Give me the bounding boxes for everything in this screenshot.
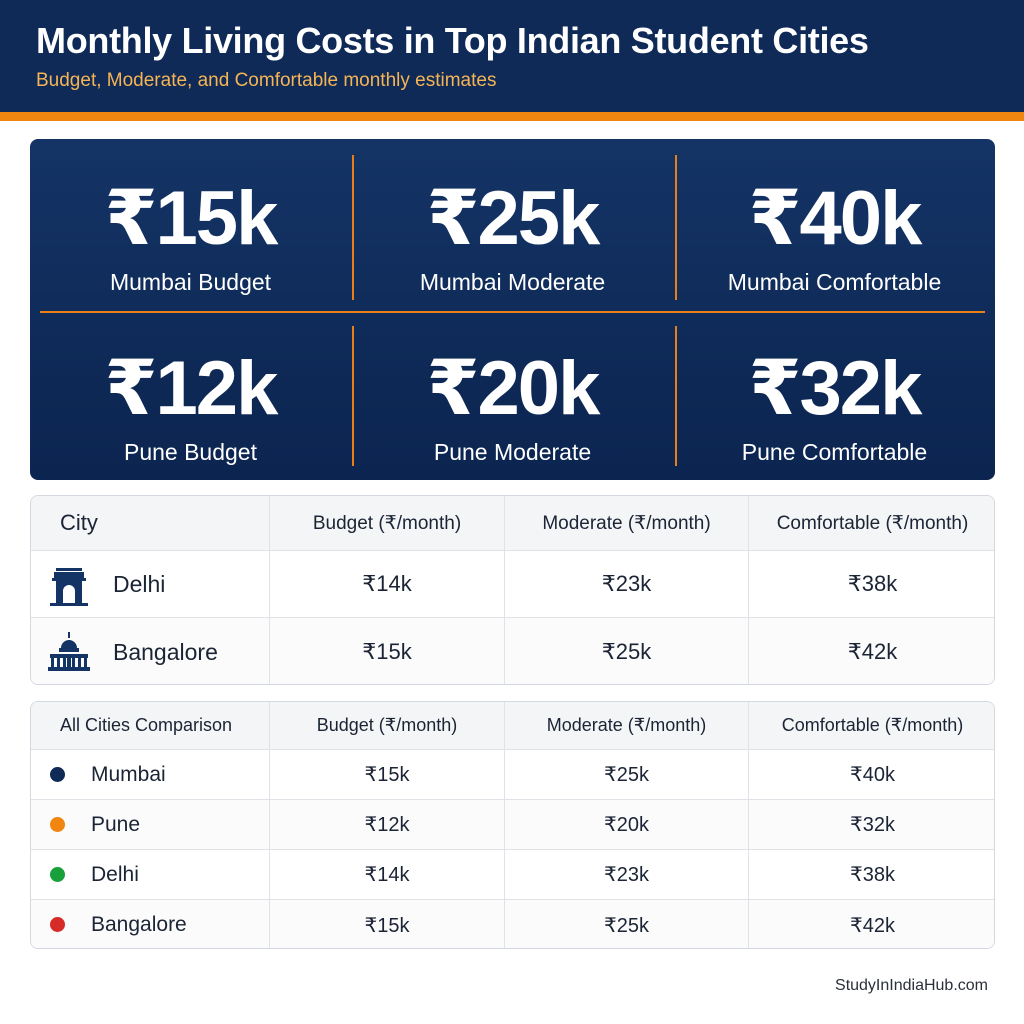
budget-value: ₹15k xyxy=(269,618,504,684)
table-header-row: City Budget (₹/month) Moderate (₹/month)… xyxy=(31,496,994,550)
moderate-value: ₹25k xyxy=(504,750,748,799)
vidhana-soudha-icon xyxy=(48,632,90,671)
budget-value: ₹15k xyxy=(269,750,504,799)
page-subtitle: Budget, Moderate, and Comfortable monthl… xyxy=(36,70,497,91)
legend-dot-bangalore xyxy=(50,917,65,932)
stat-label: Mumbai Comfortable xyxy=(727,269,942,295)
city-cost-table: City Budget (₹/month) Moderate (₹/month)… xyxy=(30,495,995,685)
comfortable-value: ₹42k xyxy=(748,900,994,948)
column-header: Budget (₹/month) xyxy=(269,496,504,550)
moderate-value: ₹23k xyxy=(504,551,748,617)
budget-value: ₹12k xyxy=(269,800,504,849)
india-gate-icon xyxy=(50,568,88,606)
stat-value: ₹12k xyxy=(104,346,279,431)
stats-divider xyxy=(675,326,677,466)
stat-label: Pune Comfortable xyxy=(741,439,928,465)
budget-value: ₹15k xyxy=(269,900,504,948)
table-row: Mumbai ₹15k ₹25k ₹40k xyxy=(31,749,994,799)
comfortable-value: ₹38k xyxy=(748,551,994,617)
column-header: Moderate (₹/month) xyxy=(504,496,748,550)
stat-value: ₹15k xyxy=(104,176,279,261)
table-row: Bangalore ₹15k ₹25k ₹42k xyxy=(31,617,994,684)
stat-card-pune-budget: ₹12k Pune Budget xyxy=(30,351,351,466)
source-credit: StudyInIndiaHub.com xyxy=(835,977,988,994)
city-name: Delhi xyxy=(91,862,139,886)
moderate-value: ₹25k xyxy=(504,900,748,948)
moderate-value: ₹20k xyxy=(504,800,748,849)
stat-card-mumbai-comfortable: ₹40k Mumbai Comfortable xyxy=(674,181,995,296)
column-header: City xyxy=(60,510,98,535)
stat-card-mumbai-budget: ₹15k Mumbai Budget xyxy=(30,181,351,296)
table-row: Bangalore ₹15k ₹25k ₹42k xyxy=(31,899,994,948)
stat-label: Pune Budget xyxy=(123,439,257,465)
all-cities-comparison-table: All Cities Comparison Budget (₹/month) M… xyxy=(30,701,995,949)
stat-value: ₹25k xyxy=(426,176,601,261)
header-banner: Monthly Living Costs in Top Indian Stude… xyxy=(0,0,1024,112)
stat-card-pune-comfortable: ₹32k Pune Comfortable xyxy=(674,351,995,466)
city-name: Pune xyxy=(91,812,141,836)
stats-panel: ₹15k Mumbai Budget ₹25k Mumbai Moderate … xyxy=(30,139,995,480)
stat-label: Pune Moderate xyxy=(433,439,592,465)
moderate-value: ₹23k xyxy=(504,850,748,899)
comfortable-value: ₹42k xyxy=(748,618,994,684)
table-row: Pune ₹12k ₹20k ₹32k xyxy=(31,799,994,849)
table-row: Delhi ₹14k ₹23k ₹38k xyxy=(31,849,994,899)
page-title: Monthly Living Costs in Top Indian Stude… xyxy=(36,20,869,61)
comfortable-value: ₹38k xyxy=(748,850,994,899)
city-name: Bangalore xyxy=(91,913,187,936)
stat-label: Mumbai Budget xyxy=(109,269,272,295)
legend-dot-mumbai xyxy=(50,767,65,782)
column-header: Comfortable (₹/month) xyxy=(748,496,994,550)
stat-value: ₹20k xyxy=(426,346,601,431)
stats-horizontal-divider xyxy=(40,311,985,313)
table-header-row: All Cities Comparison Budget (₹/month) M… xyxy=(31,702,994,749)
legend-dot-delhi xyxy=(50,867,65,882)
stat-value: ₹40k xyxy=(748,176,923,261)
legend-dot-pune xyxy=(50,817,65,832)
stat-value: ₹32k xyxy=(748,346,923,431)
column-header: All Cities Comparison xyxy=(60,715,233,735)
column-header: Comfortable (₹/month) xyxy=(748,702,994,749)
header-accent-stripe xyxy=(0,112,1024,121)
stat-card-mumbai-moderate: ₹25k Mumbai Moderate xyxy=(352,181,673,296)
city-name: Mumbai xyxy=(91,762,166,786)
comfortable-value: ₹32k xyxy=(748,800,994,849)
comfortable-value: ₹40k xyxy=(748,750,994,799)
moderate-value: ₹25k xyxy=(504,618,748,684)
stat-card-pune-moderate: ₹20k Pune Moderate xyxy=(352,351,673,466)
stat-label: Mumbai Moderate xyxy=(419,269,606,295)
stats-divider xyxy=(352,326,354,466)
column-header: Moderate (₹/month) xyxy=(504,702,748,749)
city-name: Bangalore xyxy=(113,638,218,665)
table-row: Delhi ₹14k ₹23k ₹38k xyxy=(31,550,994,617)
budget-value: ₹14k xyxy=(269,551,504,617)
city-name: Delhi xyxy=(113,570,166,597)
stats-divider xyxy=(675,155,677,300)
column-header: Budget (₹/month) xyxy=(269,702,504,749)
stats-divider xyxy=(352,155,354,300)
budget-value: ₹14k xyxy=(269,850,504,899)
